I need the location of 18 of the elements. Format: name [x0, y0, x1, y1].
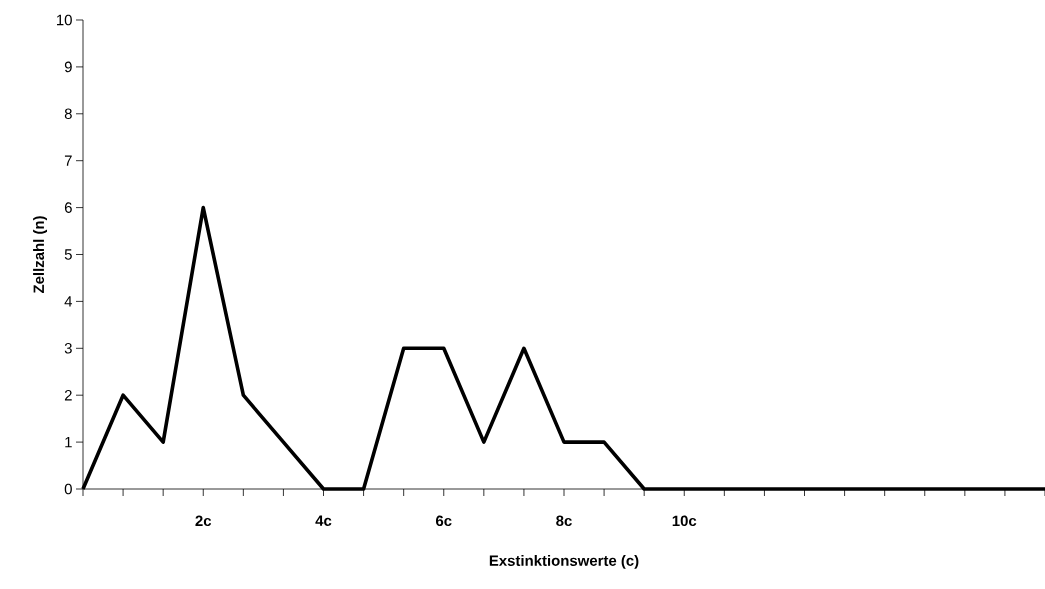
- y-tick-label: 0: [64, 483, 72, 495]
- x-tick-label: 8c: [556, 515, 572, 527]
- x-axis-title: Exstinktionswerte (c): [489, 554, 639, 569]
- y-tick-label: 2: [64, 389, 72, 401]
- y-tick-label: 1: [65, 436, 72, 448]
- x-tick-label: 2c: [195, 515, 212, 527]
- x-tick-label: 6c: [435, 515, 452, 527]
- x-tick-label: 10c: [672, 515, 697, 527]
- y-tick-label: 10: [57, 14, 72, 26]
- y-axis-title: Zellzahl (n): [33, 216, 48, 294]
- y-tick-label: 8: [64, 108, 72, 120]
- y-tick-label: 3: [64, 343, 72, 354]
- y-tick-label: 7: [64, 155, 72, 166]
- x-tick-label: 4c: [315, 515, 332, 526]
- y-tick-label: 9: [64, 61, 72, 73]
- y-tick-label: 5: [64, 249, 72, 260]
- y-tick-label: 4: [64, 296, 73, 307]
- y-tick-label: 6: [64, 202, 72, 213]
